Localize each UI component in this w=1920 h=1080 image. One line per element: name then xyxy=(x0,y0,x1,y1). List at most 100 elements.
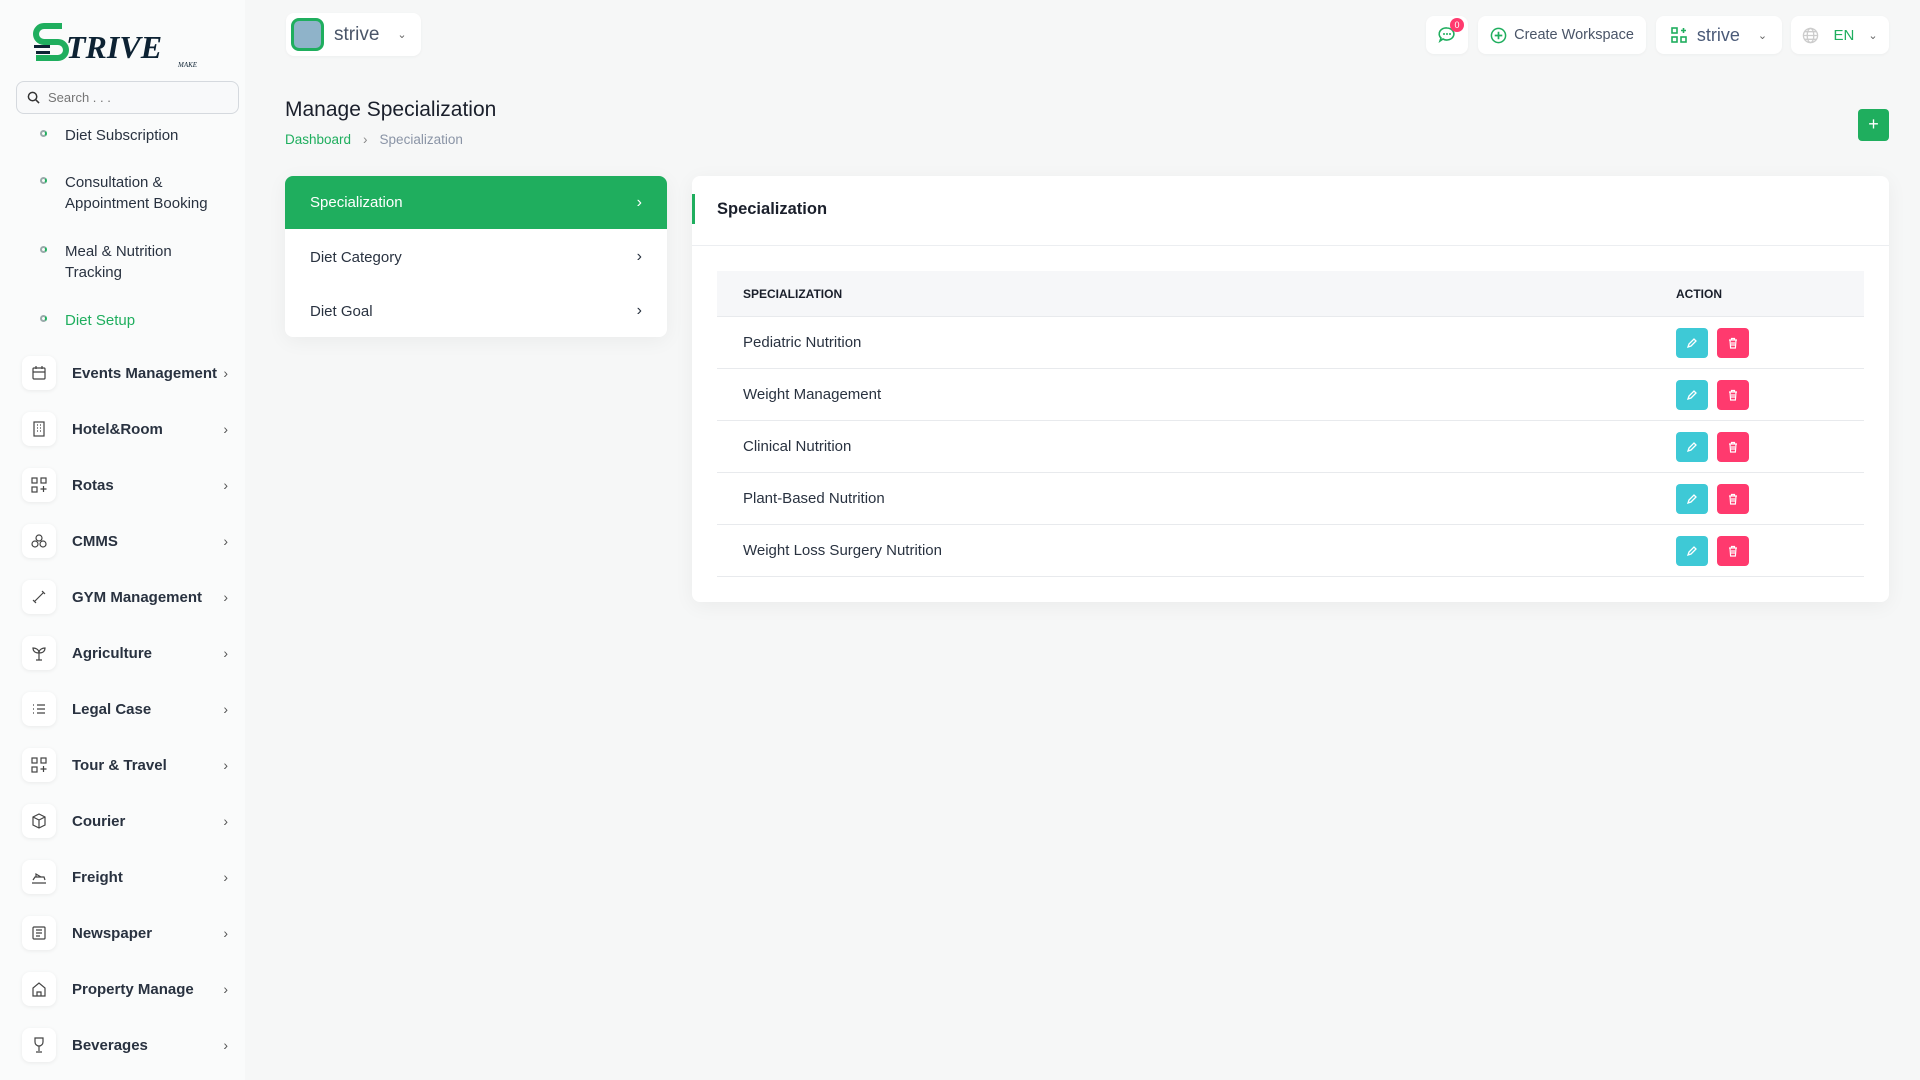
pencil-icon xyxy=(1686,545,1697,556)
add-button[interactable]: + xyxy=(1858,109,1889,141)
chevron-right-icon: › xyxy=(636,193,642,211)
strive-logo: TRIVE MAKE xyxy=(33,23,198,69)
workspace-selector[interactable]: strive ⌄ xyxy=(286,13,421,56)
edit-button[interactable] xyxy=(1676,327,1708,358)
setup-menu-item[interactable]: Specialization › xyxy=(285,176,667,229)
chevron-right-icon: › xyxy=(363,132,368,147)
table-row: Clinical Nutrition xyxy=(717,421,1864,473)
search-input[interactable] xyxy=(48,90,218,105)
chevron-right-icon: › xyxy=(223,1037,228,1053)
box-icon xyxy=(22,804,56,838)
table-header: SPECIALIZATION ACTION xyxy=(717,271,1864,317)
svg-text:MAKE: MAKE xyxy=(177,61,198,69)
sidebar-item[interactable]: Agriculture › xyxy=(22,635,232,671)
delete-button[interactable] xyxy=(1717,379,1749,410)
table-row: Weight Management xyxy=(717,369,1864,421)
grid-plus-icon xyxy=(22,748,56,782)
table-row: Weight Loss Surgery Nutrition xyxy=(717,525,1864,577)
calendar-icon xyxy=(22,356,56,390)
chevron-right-icon: › xyxy=(223,757,228,773)
chevron-down-icon: ⌄ xyxy=(397,29,407,41)
sidebar-item[interactable]: Freight › xyxy=(22,859,232,895)
trash-icon xyxy=(1729,389,1737,401)
plant-icon xyxy=(22,636,56,670)
sidebar-subitem[interactable]: Diet Subscription xyxy=(40,125,225,146)
chevron-right-icon: › xyxy=(223,813,228,829)
pencil-icon xyxy=(1686,337,1697,348)
panel-title: Specialization xyxy=(717,200,828,218)
chevron-down-icon: ⌄ xyxy=(1868,29,1878,42)
apps-icon xyxy=(1671,27,1687,43)
globe-icon xyxy=(1803,27,1819,43)
page-title: Manage Specialization xyxy=(285,98,497,121)
chevron-right-icon: › xyxy=(223,533,228,549)
property-icon xyxy=(22,972,56,1006)
sidebar-subitem[interactable]: Meal & Nutrition Tracking xyxy=(40,241,225,283)
language-selector[interactable]: EN ⌄ xyxy=(1791,16,1889,54)
breadcrumb-current: Specialization xyxy=(379,132,463,147)
table-row: Pediatric Nutrition xyxy=(717,317,1864,369)
bullet-icon xyxy=(40,177,47,184)
edit-button[interactable] xyxy=(1676,379,1708,410)
edit-button[interactable] xyxy=(1676,483,1708,514)
glass-icon xyxy=(22,1028,56,1062)
sidebar-item[interactable]: GYM Management › xyxy=(22,579,232,615)
chevron-right-icon: › xyxy=(223,981,228,997)
notification-badge: 0 xyxy=(1450,18,1464,32)
edit-button[interactable] xyxy=(1676,431,1708,462)
create-workspace-button[interactable]: Create Workspace xyxy=(1478,16,1646,54)
chevron-right-icon: › xyxy=(223,701,228,717)
search-box[interactable] xyxy=(16,81,239,114)
bullet-icon xyxy=(40,130,47,137)
messages-button[interactable]: 0 xyxy=(1426,16,1468,54)
workspace-name: strive xyxy=(334,23,380,45)
bullet-icon xyxy=(40,246,47,253)
setup-menu: Specialization › Diet Category › Diet Goal › xyxy=(285,176,667,337)
sidebar-item[interactable]: Property Manage › xyxy=(22,971,232,1007)
trash-icon xyxy=(1729,545,1737,557)
plus-circle-icon xyxy=(1490,27,1507,43)
setup-menu-item[interactable]: Diet Goal › xyxy=(310,302,642,320)
setup-menu-item[interactable]: Diet Category › xyxy=(310,248,642,266)
sidebar-item[interactable]: Tour & Travel › xyxy=(22,747,232,783)
dumbbell-icon xyxy=(22,580,56,614)
sidebar-item[interactable]: Legal Case › xyxy=(22,691,232,727)
delete-button[interactable] xyxy=(1717,431,1749,462)
delete-button[interactable] xyxy=(1717,535,1749,566)
trash-icon xyxy=(1729,493,1737,505)
sidebar-item[interactable]: Events Management › xyxy=(22,355,232,391)
sidebar-item[interactable]: Courier › xyxy=(22,803,232,839)
workspace-avatar xyxy=(291,18,324,51)
workspace-switcher[interactable]: strive ⌄ xyxy=(1656,16,1782,54)
chevron-right-icon: › xyxy=(636,302,642,319)
chevron-right-icon: › xyxy=(636,248,642,265)
panel-accent xyxy=(692,194,695,224)
sidebar-subitem[interactable]: Consultation & Appointment Booking xyxy=(40,172,225,214)
ship-icon xyxy=(22,860,56,894)
edit-button[interactable] xyxy=(1676,535,1708,566)
sidebar-item[interactable]: Hotel&Room › xyxy=(22,411,232,447)
search-icon xyxy=(27,91,40,104)
chevron-right-icon: › xyxy=(223,421,228,437)
breadcrumb: Dashboard › Specialization xyxy=(285,132,463,147)
delete-button[interactable] xyxy=(1717,483,1749,514)
chevron-right-icon: › xyxy=(223,925,228,941)
sidebar-item[interactable]: Rotas › xyxy=(22,467,232,503)
circles-icon xyxy=(22,524,56,558)
sidebar-subitem[interactable]: Diet Setup xyxy=(40,310,225,331)
chevron-right-icon: › xyxy=(223,365,228,381)
newspaper-icon xyxy=(22,916,56,950)
sidebar-item[interactable]: Newspaper › xyxy=(22,915,232,951)
chevron-right-icon: › xyxy=(223,645,228,661)
breadcrumb-dashboard[interactable]: Dashboard xyxy=(285,132,352,147)
divider xyxy=(692,245,1889,246)
bullet-icon xyxy=(40,315,47,322)
trash-icon xyxy=(1729,337,1737,349)
sidebar-item[interactable]: CMMS › xyxy=(22,523,232,559)
sidebar-item[interactable]: Beverages › xyxy=(22,1027,232,1063)
specialization-panel: Specialization SPECIALIZATION ACTION Ped… xyxy=(692,176,1889,602)
pencil-icon xyxy=(1686,493,1697,504)
pencil-icon xyxy=(1686,441,1697,452)
delete-button[interactable] xyxy=(1717,327,1749,358)
chevron-down-icon: ⌄ xyxy=(1757,29,1768,42)
